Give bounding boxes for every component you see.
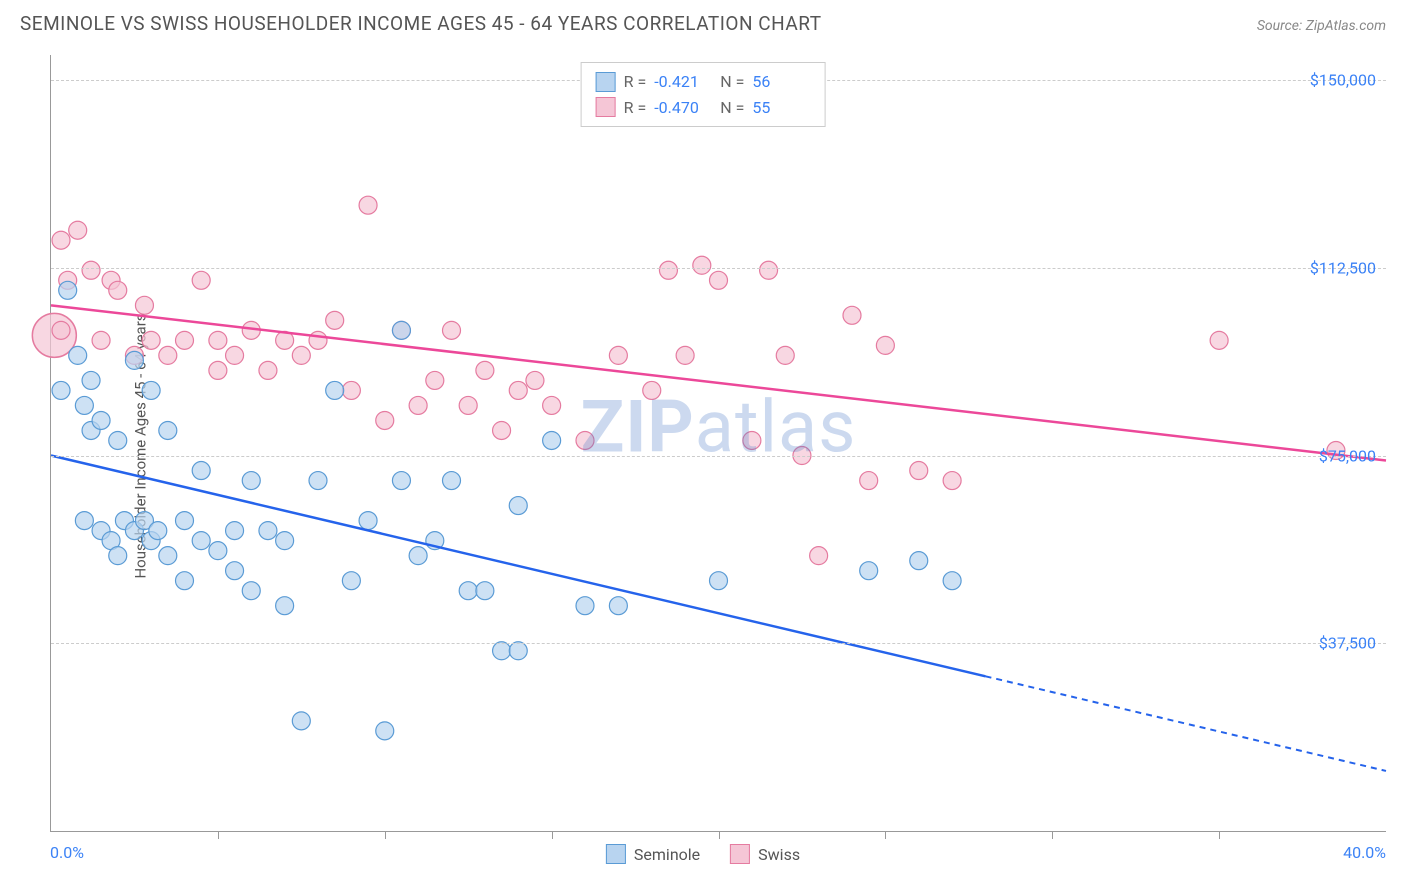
legend-item-seminole: Seminole xyxy=(606,844,700,864)
x-tick xyxy=(719,831,720,839)
y-tick-label: $75,000 xyxy=(1319,446,1376,465)
r-label: R = xyxy=(624,69,647,95)
y-tick-label: $37,500 xyxy=(1319,634,1376,653)
legend-row-seminole: R = -0.421 N = 56 xyxy=(596,69,811,95)
y-tick-label: $150,000 xyxy=(1310,71,1376,90)
seminole-n-value: 56 xyxy=(752,69,810,95)
swiss-swatch-bottom xyxy=(730,844,750,864)
n-label: N = xyxy=(720,95,744,121)
n-label: N = xyxy=(720,69,744,95)
legend-item-swiss: Swiss xyxy=(730,844,800,864)
gridline xyxy=(51,456,1386,457)
x-axis-max-label: 40.0% xyxy=(1343,843,1386,862)
chart-plot-area: ZIPatlas $37,500$75,000$112,500$150,000 xyxy=(50,55,1386,832)
x-tick xyxy=(385,831,386,839)
x-tick xyxy=(552,831,553,839)
x-tick xyxy=(218,831,219,839)
x-tick xyxy=(1219,831,1220,839)
series-legend: Seminole Swiss xyxy=(606,844,800,864)
seminole-swatch xyxy=(596,72,616,92)
legend-row-swiss: R = -0.470 N = 55 xyxy=(596,95,811,121)
x-tick xyxy=(885,831,886,839)
r-label: R = xyxy=(624,95,647,121)
seminole-r-value: -0.421 xyxy=(654,69,712,95)
x-tick xyxy=(1052,831,1053,839)
gridline xyxy=(51,643,1386,644)
correlation-legend: R = -0.421 N = 56 R = -0.470 N = 55 xyxy=(581,62,826,127)
y-tick-label: $112,500 xyxy=(1310,258,1376,277)
gridline xyxy=(51,268,1386,269)
swiss-r-value: -0.470 xyxy=(654,95,712,121)
seminole-swatch-bottom xyxy=(606,844,626,864)
scatter-plot-svg xyxy=(51,55,1386,831)
source-attribution: Source: ZipAtlas.com xyxy=(1257,18,1386,34)
chart-title: SEMINOLE VS SWISS HOUSEHOLDER INCOME AGE… xyxy=(20,12,822,35)
swiss-swatch xyxy=(596,97,616,117)
x-axis-min-label: 0.0% xyxy=(50,843,84,862)
swiss-label: Swiss xyxy=(758,845,800,864)
swiss-n-value: 55 xyxy=(752,95,810,121)
seminole-label: Seminole xyxy=(634,845,700,864)
